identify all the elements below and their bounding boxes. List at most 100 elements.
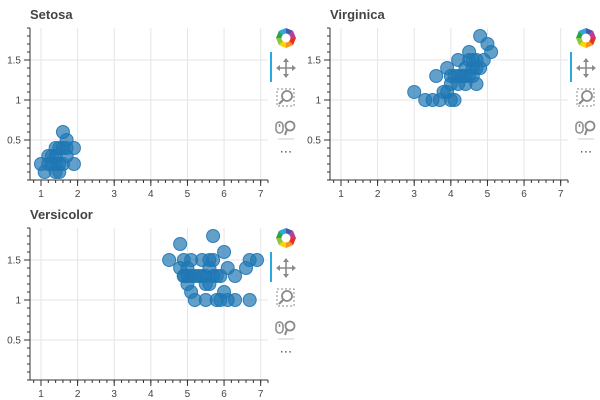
pan-icon[interactable]: [570, 52, 598, 82]
scatter-panel-versicolor: Versicolor 1 2 3 4 5 6 7 0.5 1 1.5 ⋯: [0, 200, 300, 400]
data-point: [242, 293, 257, 307]
handle: [278, 298, 285, 305]
data-point: [484, 45, 499, 59]
data-point: [41, 149, 56, 163]
pan-icon-glyph: [576, 58, 596, 78]
x-tick-label: 6: [221, 389, 227, 400]
x-tick-label: 2: [375, 189, 381, 200]
plot-toolbar: ⋯: [570, 26, 598, 168]
data-point: [228, 293, 243, 307]
x-tick-label: 4: [448, 189, 454, 200]
plot-area[interactable]: 1 2 3 4 5 6 7 0.5 1 1.5: [300, 0, 600, 200]
plot-area[interactable]: 1 2 3 4 5 6 7 0.5 1 1.5: [0, 0, 300, 200]
scatter-panel-virginica: Virginica 1 2 3 4 5 6 7 0.5 1 1.5 ⋯: [300, 0, 600, 200]
data-point: [429, 69, 444, 83]
more-icon[interactable]: ⋯: [274, 344, 298, 368]
data-points: [407, 29, 499, 107]
logo-center: [581, 33, 591, 43]
x-tick-label: 3: [111, 189, 117, 200]
data-point: [66, 141, 81, 155]
x-tick-label: 5: [185, 389, 191, 400]
box-zoom-icon-glyph: [276, 88, 295, 107]
x-tick-label: 7: [258, 389, 264, 400]
y-tick-label: 1.5: [7, 56, 21, 67]
data-point: [228, 269, 243, 283]
data-point: [250, 253, 265, 267]
more-icon-glyph: ⋯: [280, 145, 293, 160]
mouse: [275, 121, 284, 134]
mouse: [575, 121, 584, 134]
y-tick-label: 1: [15, 96, 21, 107]
wheel-zoom-icon-glyph: [275, 120, 296, 140]
x-tick-label: 7: [258, 189, 264, 200]
x-tick-label: 6: [221, 189, 227, 200]
x-tick-label: 1: [38, 389, 44, 400]
more-icon-glyph: ⋯: [280, 345, 293, 360]
plot-toolbar: ⋯: [270, 226, 298, 368]
bokeh-logo-icon[interactable]: [274, 26, 298, 50]
wheel-zoom-icon-glyph: [575, 120, 596, 140]
x-tick-label: 5: [485, 189, 491, 200]
x-tick-label: 5: [185, 189, 191, 200]
plot-area[interactable]: 1 2 3 4 5 6 7 0.5 1 1.5: [0, 200, 300, 400]
y-tick-label: 1.5: [7, 256, 21, 267]
pan-icon[interactable]: [270, 52, 298, 82]
data-point: [447, 93, 462, 107]
data-point: [407, 85, 422, 99]
more-label: ⋯: [580, 145, 593, 160]
bokeh-logo-icon[interactable]: [574, 26, 598, 50]
lens: [581, 90, 593, 102]
x-tick-label: 2: [75, 189, 81, 200]
active-tool-indicator: [270, 252, 272, 282]
more-icon-glyph: ⋯: [580, 145, 593, 160]
pan-icon[interactable]: [270, 252, 298, 282]
box-zoom-icon[interactable]: [274, 286, 298, 310]
x-tick-label: 3: [111, 389, 117, 400]
bokeh-logo-icon[interactable]: [274, 226, 298, 250]
bokeh-logo-icon-glyph: [276, 28, 296, 48]
x-tick-label: 7: [558, 189, 564, 200]
y-tick-label: 0.5: [7, 136, 21, 147]
box-dash: [576, 88, 595, 107]
handle: [278, 98, 285, 105]
x-tick-label: 4: [148, 389, 154, 400]
data-points: [33, 125, 81, 179]
pan-arrows: [276, 58, 296, 78]
more-icon[interactable]: ⋯: [274, 144, 298, 168]
wheel-zoom-icon[interactable]: [274, 116, 298, 140]
wheel-zoom-icon-glyph: [275, 320, 296, 340]
box-zoom-icon[interactable]: [574, 86, 598, 110]
box-zoom-icon[interactable]: [274, 86, 298, 110]
box-dash: [276, 288, 295, 307]
wheel-zoom-icon[interactable]: [274, 316, 298, 340]
handle: [578, 98, 585, 105]
data-point: [206, 229, 221, 243]
x-tick-label: 4: [148, 189, 154, 200]
x-tick-label: 1: [38, 189, 44, 200]
chart-title: Versicolor: [30, 207, 93, 222]
y-tick-label: 1: [15, 296, 21, 307]
x-tick-label: 1: [338, 189, 344, 200]
wheel-zoom-icon[interactable]: [574, 116, 598, 140]
chart-title: Setosa: [30, 7, 73, 22]
lens: [281, 90, 293, 102]
y-tick-label: 0.5: [307, 136, 321, 147]
more-label: ⋯: [280, 345, 293, 360]
box-dash: [276, 88, 295, 107]
more-icon[interactable]: ⋯: [574, 144, 598, 168]
logo-center: [281, 33, 291, 43]
data-points: [162, 229, 265, 307]
data-point: [173, 237, 188, 251]
lens: [584, 120, 596, 132]
handle: [284, 329, 288, 336]
y-tick-label: 1.5: [307, 56, 321, 67]
box-zoom-icon-glyph: [576, 88, 595, 107]
chart-title: Virginica: [330, 7, 385, 22]
handle: [584, 129, 588, 136]
data-point: [217, 245, 232, 259]
box-zoom-icon-glyph: [276, 288, 295, 307]
data-point: [451, 77, 466, 91]
data-point: [180, 269, 195, 283]
pan-arrows: [276, 258, 296, 278]
plot-toolbar: ⋯: [270, 26, 298, 168]
